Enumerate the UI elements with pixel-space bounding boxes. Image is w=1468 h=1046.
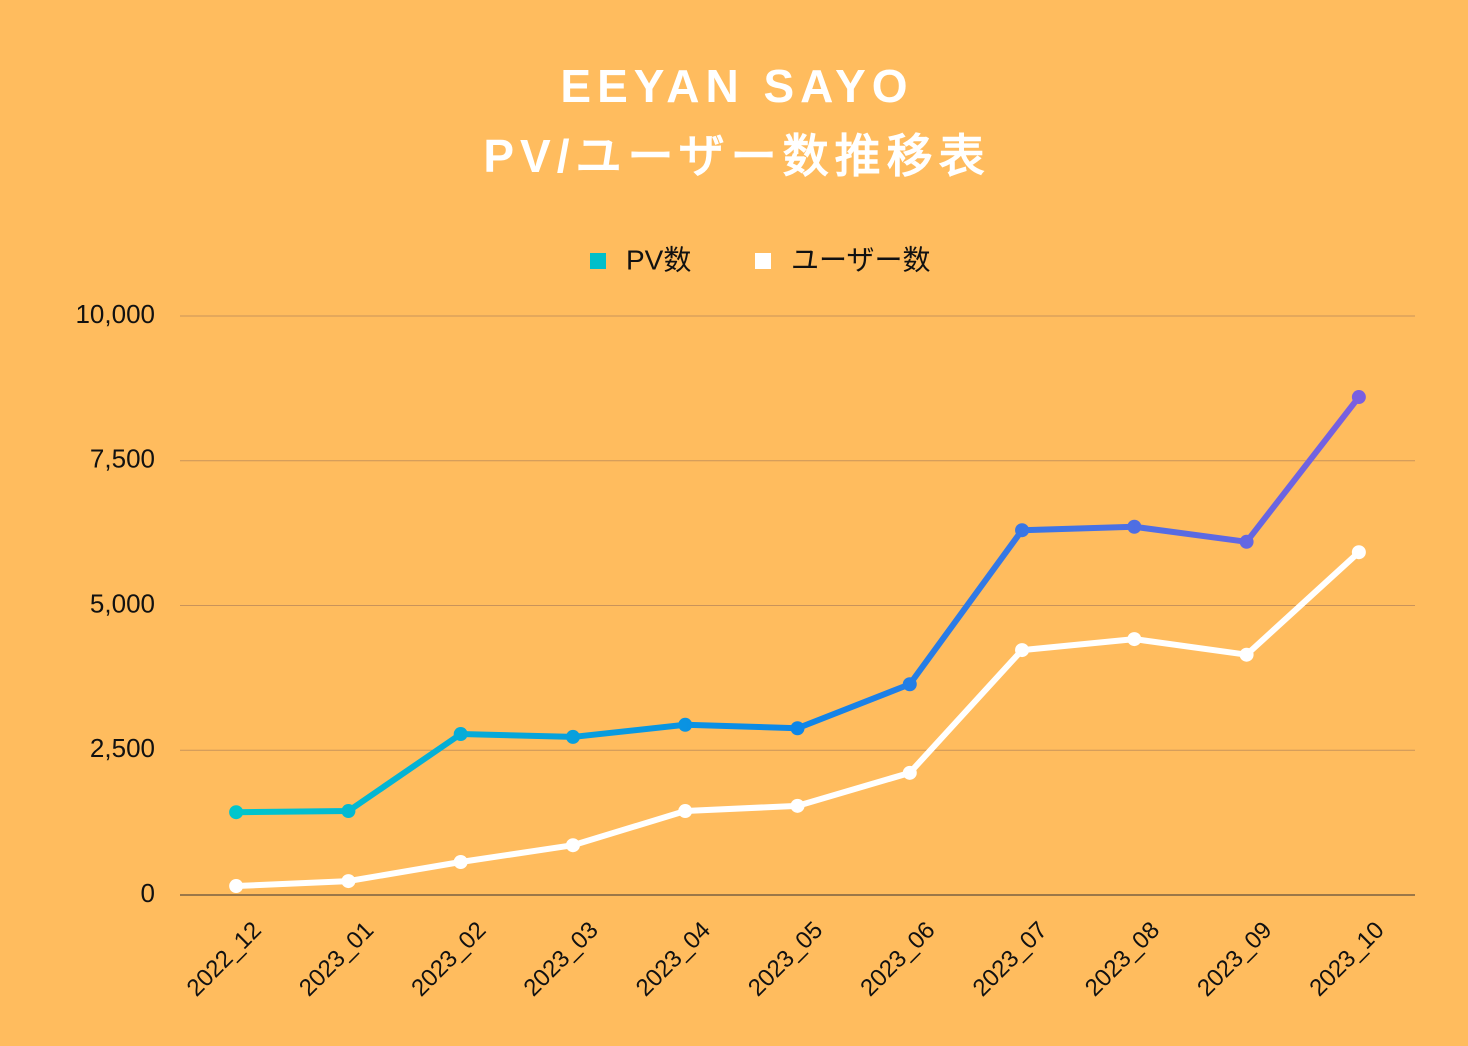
data-point — [341, 804, 356, 819]
data-point — [678, 804, 693, 819]
data-point — [1239, 534, 1254, 549]
data-point — [1239, 647, 1254, 662]
data-point — [1015, 523, 1030, 538]
data-point — [341, 874, 356, 889]
y-tick-label: 7,500 — [90, 444, 155, 474]
data-point — [453, 854, 468, 869]
chart-subtitle: PV/ユーザー数推移表 — [483, 130, 990, 182]
data-point — [1127, 519, 1142, 534]
data-point — [1351, 545, 1366, 560]
data-point — [1351, 390, 1366, 405]
data-point — [790, 798, 805, 813]
legend-label: PV数 — [626, 244, 691, 275]
y-tick-label: 0 — [141, 878, 155, 908]
data-point — [1127, 632, 1142, 647]
data-point — [565, 729, 580, 744]
data-point — [790, 721, 805, 736]
data-point — [902, 677, 917, 692]
y-tick-label: 5,000 — [90, 588, 155, 618]
data-point — [453, 727, 468, 742]
y-tick-label: 2,500 — [90, 733, 155, 763]
legend-swatch — [755, 253, 771, 269]
data-point — [1015, 643, 1030, 658]
data-point — [229, 805, 244, 820]
data-point — [229, 879, 244, 894]
data-point — [678, 717, 693, 732]
legend-label: ユーザー数 — [791, 244, 930, 275]
y-tick-label: 10,000 — [75, 299, 155, 329]
data-point — [565, 838, 580, 853]
data-point — [902, 765, 917, 780]
legend-swatch — [590, 253, 606, 269]
chart-title: EEYAN SAYO — [560, 60, 913, 112]
